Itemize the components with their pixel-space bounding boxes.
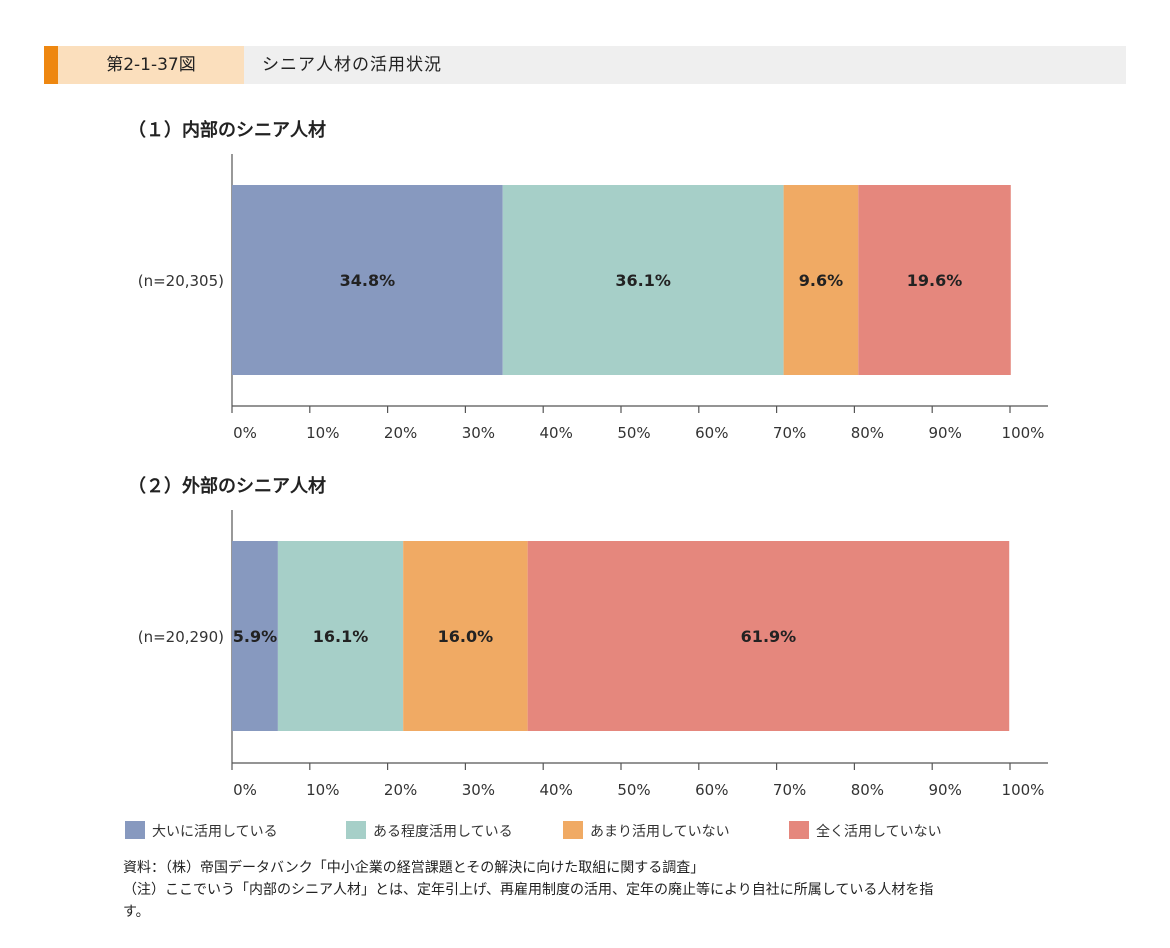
legend-label-3: あまり活用していない (590, 824, 730, 840)
bar-segment-2-2 (277, 541, 404, 731)
x-tick-label-2-2: 20% (384, 781, 417, 799)
x-tick-label-1-2: 20% (384, 424, 417, 442)
bar-segment-2-1 (232, 541, 278, 731)
category-label-2: (n=20,290) (138, 628, 224, 646)
figure-header: 第2-1-37図 シニア人材の活用状況 (44, 46, 1126, 84)
bar-segment-1-2 (502, 185, 784, 375)
x-tick-label-2-0: 0% (233, 781, 257, 799)
x-tick-label-1-9: 90% (929, 424, 962, 442)
x-tick-label-1-10: 100% (1002, 424, 1045, 442)
x-tick-label-2-1: 10% (306, 781, 339, 799)
legend-swatch-4 (789, 821, 809, 839)
header-accent-bar (44, 46, 58, 84)
x-tick-label-2-4: 40% (540, 781, 573, 799)
bar-segment-1-4 (858, 185, 1011, 375)
legend-label-2: ある程度活用している (373, 824, 513, 840)
note-line-2: す。 (123, 904, 150, 920)
x-tick-label-1-7: 70% (773, 424, 806, 442)
legend-label-1: 大いに活用している (152, 824, 278, 840)
data-label-1-2: 36.1% (615, 271, 671, 290)
bar-segment-2-3 (403, 541, 528, 731)
data-label-2-4: 61.9% (741, 627, 797, 646)
x-tick-label-2-10: 100% (1002, 781, 1045, 799)
legend-swatch-3 (563, 821, 583, 839)
x-tick-label-2-9: 90% (929, 781, 962, 799)
data-label-2-3: 16.0% (438, 627, 494, 646)
figure-title: シニア人材の活用状況 (262, 55, 442, 75)
data-label-2-1: 5.9% (233, 627, 277, 646)
category-label-1: (n=20,305) (138, 272, 224, 290)
legend-swatch-1 (125, 821, 145, 839)
x-tick-label-2-6: 60% (695, 781, 728, 799)
x-tick-label-1-3: 30% (462, 424, 495, 442)
x-tick-label-1-4: 40% (540, 424, 573, 442)
bar-segment-1-3 (783, 185, 859, 375)
data-label-2-2: 16.1% (313, 627, 369, 646)
note-line-1: （注）ここでいう「内部のシニア人材」とは、定年引上げ、再雇用制度の活用、定年の廃… (123, 882, 934, 898)
x-tick-label-1-0: 0% (233, 424, 257, 442)
x-tick-label-2-8: 80% (851, 781, 884, 799)
x-tick-label-2-3: 30% (462, 781, 495, 799)
legend-swatch-2 (346, 821, 366, 839)
x-tick-label-1-6: 60% (695, 424, 728, 442)
x-tick-label-1-5: 50% (617, 424, 650, 442)
x-tick-label-2-5: 50% (617, 781, 650, 799)
bar-segment-2-4 (527, 541, 1010, 731)
source-note: 資料：（株）帝国データバンク「中小企業の経営課題とその解決に向けた取組に関する調… (123, 860, 705, 876)
legend-label-4: 全く活用していない (816, 823, 942, 840)
panel-title-1: （１）内部のシニア人材 (128, 119, 326, 141)
x-tick-label-1-8: 80% (851, 424, 884, 442)
data-label-1-3: 9.6% (799, 271, 843, 290)
data-label-1-4: 19.6% (907, 271, 963, 290)
bar-segment-1-1 (232, 185, 503, 375)
x-tick-label-1-1: 10% (306, 424, 339, 442)
figure-number: 第2-1-37図 (58, 46, 244, 84)
x-tick-label-2-7: 70% (773, 781, 806, 799)
data-label-1-1: 34.8% (340, 271, 396, 290)
panel-title-2: （２）外部のシニア人材 (128, 475, 326, 497)
